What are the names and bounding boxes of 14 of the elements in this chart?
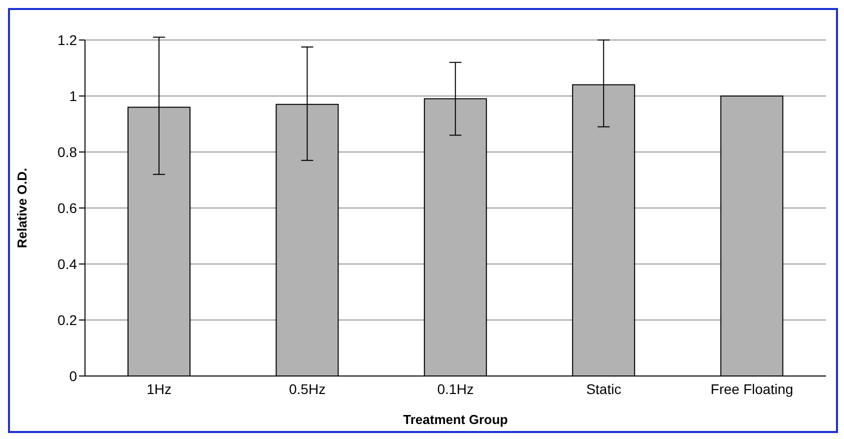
x-tick-label: 1Hz bbox=[146, 380, 172, 397]
y-tick-label: 1.2 bbox=[58, 32, 78, 48]
x-tick-label: Free Floating bbox=[710, 380, 794, 397]
y-tick-label: 0.2 bbox=[58, 312, 78, 328]
y-tick-label: 0 bbox=[69, 368, 78, 384]
y-tick-label: 0.8 bbox=[58, 144, 78, 160]
y-tick-label: 1 bbox=[69, 88, 78, 104]
y-tick-label: 0.4 bbox=[58, 256, 78, 272]
y-tick-label: 0.6 bbox=[58, 200, 78, 216]
x-tick-label: Static bbox=[586, 380, 622, 397]
x-tick-label: 0.1Hz bbox=[437, 380, 474, 397]
y-axis-title: Relative O.D. bbox=[14, 168, 30, 248]
x-axis-title: Treatment Group bbox=[403, 412, 508, 427]
x-tick-label: 0.5Hz bbox=[289, 380, 326, 397]
